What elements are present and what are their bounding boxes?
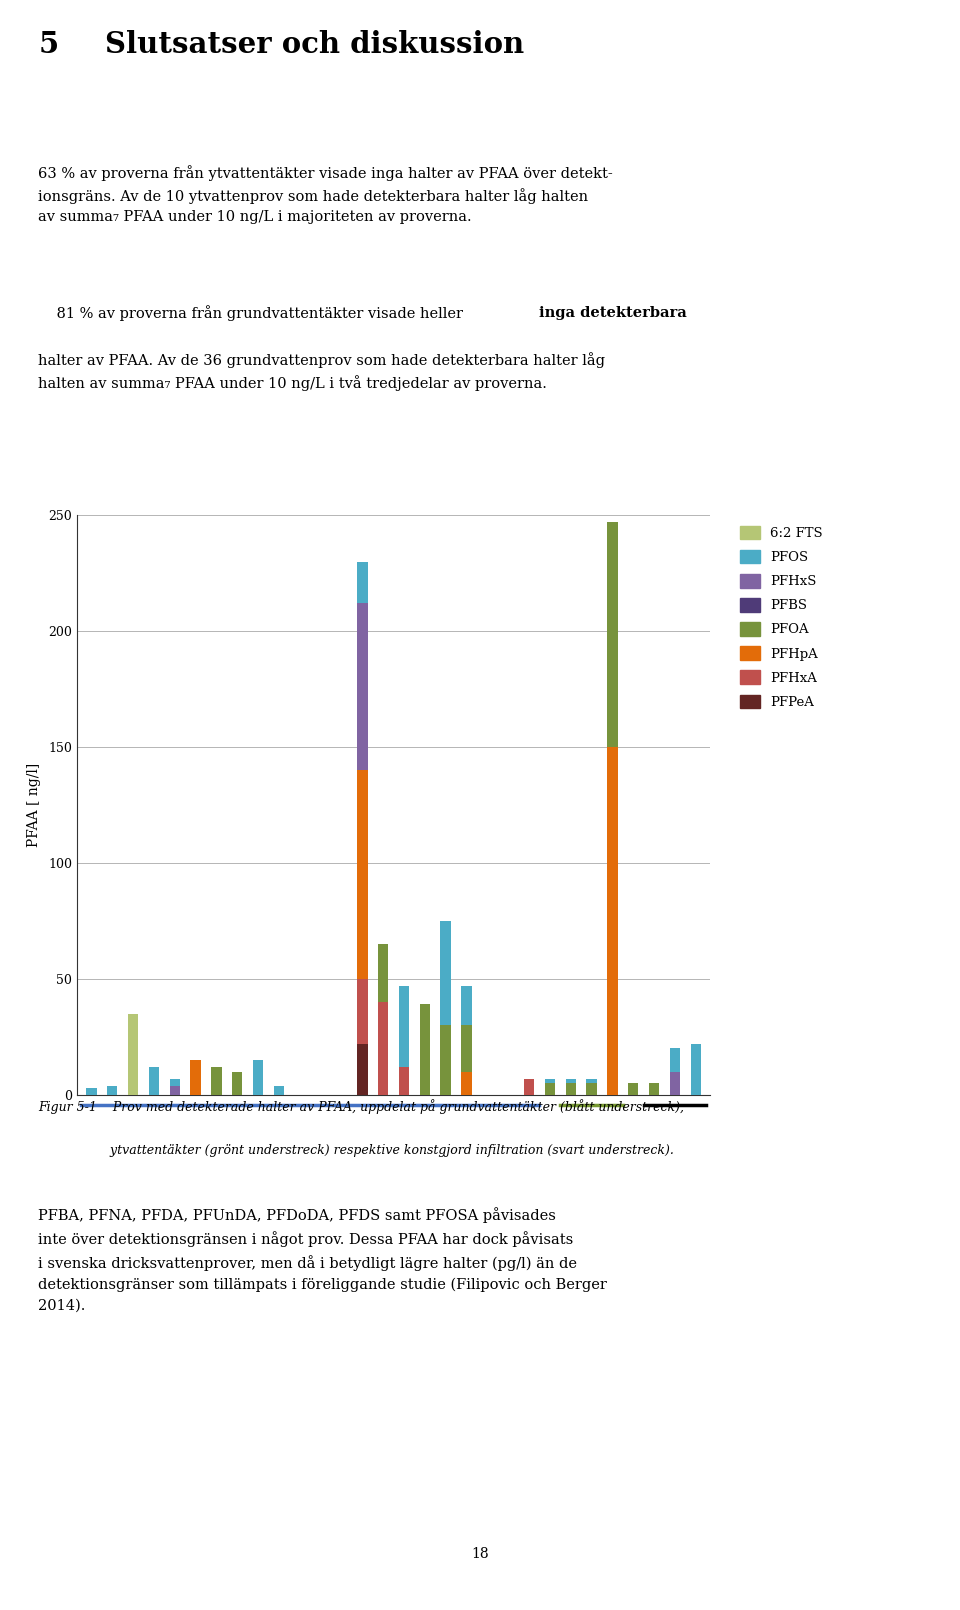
Bar bbox=[565, 1079, 576, 1095]
Bar bbox=[378, 1001, 389, 1095]
Text: Slutsatser och diskussion: Slutsatser och diskussion bbox=[105, 31, 524, 60]
Bar bbox=[524, 1079, 535, 1095]
Bar bbox=[357, 562, 368, 1095]
Text: ytvattentäkter (grönt understreck) respektive konstgjord infiltration (svart und: ytvattentäkter (grönt understreck) respe… bbox=[38, 1143, 674, 1156]
Bar bbox=[628, 1084, 638, 1095]
Bar bbox=[211, 1067, 222, 1095]
Bar bbox=[357, 943, 368, 1095]
Bar bbox=[232, 1079, 243, 1095]
Text: 18: 18 bbox=[471, 1547, 489, 1560]
Bar bbox=[544, 1084, 555, 1095]
Bar bbox=[441, 1026, 451, 1095]
Bar bbox=[587, 1079, 597, 1095]
Bar bbox=[565, 1084, 576, 1095]
Bar bbox=[252, 1059, 263, 1095]
Bar bbox=[232, 1084, 243, 1095]
Bar bbox=[544, 1084, 555, 1095]
Bar bbox=[398, 985, 409, 1095]
Legend: 6:2 FTS, PFOS, PFHxS, PFBS, PFOA, PFHpA, PFHxA, PFPeA: 6:2 FTS, PFOS, PFHxS, PFBS, PFOA, PFHpA,… bbox=[736, 522, 827, 713]
Bar bbox=[670, 1048, 681, 1095]
Bar bbox=[211, 1085, 222, 1095]
Bar bbox=[107, 1085, 117, 1095]
Text: PFBA, PFNA, PFDA, PFUnDA, PFDoDA, PFDS samt PFOSA påvisades
inte över detektions: PFBA, PFNA, PFDA, PFUnDA, PFDoDA, PFDS s… bbox=[38, 1208, 608, 1312]
Bar bbox=[190, 1059, 201, 1095]
Bar bbox=[211, 1084, 222, 1095]
Bar bbox=[608, 522, 617, 1095]
Bar bbox=[232, 1072, 243, 1095]
Bar bbox=[441, 921, 451, 1095]
Bar bbox=[190, 1059, 201, 1095]
Bar bbox=[608, 747, 617, 1095]
Text: 63 % av proverna från ytvattentäkter visade inga halter av PFAA över detekt-
ion: 63 % av proverna från ytvattentäkter vis… bbox=[38, 166, 613, 224]
Text: halter av PFAA. Av de 36 grundvattenprov som hade detekterbara halter låg
halten: halter av PFAA. Av de 36 grundvattenprov… bbox=[38, 353, 606, 391]
Bar bbox=[357, 979, 368, 1095]
Bar bbox=[357, 604, 368, 1095]
Bar bbox=[608, 522, 617, 1095]
Bar bbox=[420, 1005, 430, 1095]
Bar bbox=[86, 1088, 97, 1095]
Bar bbox=[128, 1014, 138, 1095]
Bar bbox=[398, 1067, 409, 1095]
Bar bbox=[274, 1085, 284, 1095]
Y-axis label: PFAA [ ng/l]: PFAA [ ng/l] bbox=[27, 763, 41, 847]
Bar bbox=[649, 1084, 660, 1095]
Bar bbox=[170, 1085, 180, 1095]
Bar bbox=[378, 943, 389, 1095]
Text: inga detekterbara: inga detekterbara bbox=[540, 306, 687, 319]
Text: 5: 5 bbox=[38, 31, 59, 60]
Bar bbox=[190, 1074, 201, 1095]
Bar bbox=[587, 1084, 597, 1095]
Bar bbox=[690, 1043, 701, 1095]
Bar bbox=[587, 1084, 597, 1095]
Text: Figur 5-1    Prov med detekterade halter av PFAA, uppdelat på grundvattentäkter : Figur 5-1 Prov med detekterade halter av… bbox=[38, 1100, 684, 1114]
Bar bbox=[357, 1043, 368, 1095]
Text: 81 % av proverna från grundvattentäkter visade heller: 81 % av proverna från grundvattentäkter … bbox=[38, 306, 468, 322]
Bar bbox=[462, 1072, 471, 1095]
Bar bbox=[670, 1072, 681, 1095]
Bar bbox=[149, 1067, 159, 1095]
Bar bbox=[544, 1079, 555, 1095]
Bar bbox=[524, 1079, 535, 1095]
Bar bbox=[170, 1079, 180, 1095]
Bar bbox=[462, 1026, 471, 1095]
Bar bbox=[524, 1079, 535, 1095]
Bar bbox=[357, 770, 368, 1095]
Bar bbox=[398, 1067, 409, 1095]
Bar bbox=[462, 985, 471, 1095]
Bar bbox=[232, 1074, 243, 1095]
Bar bbox=[565, 1084, 576, 1095]
